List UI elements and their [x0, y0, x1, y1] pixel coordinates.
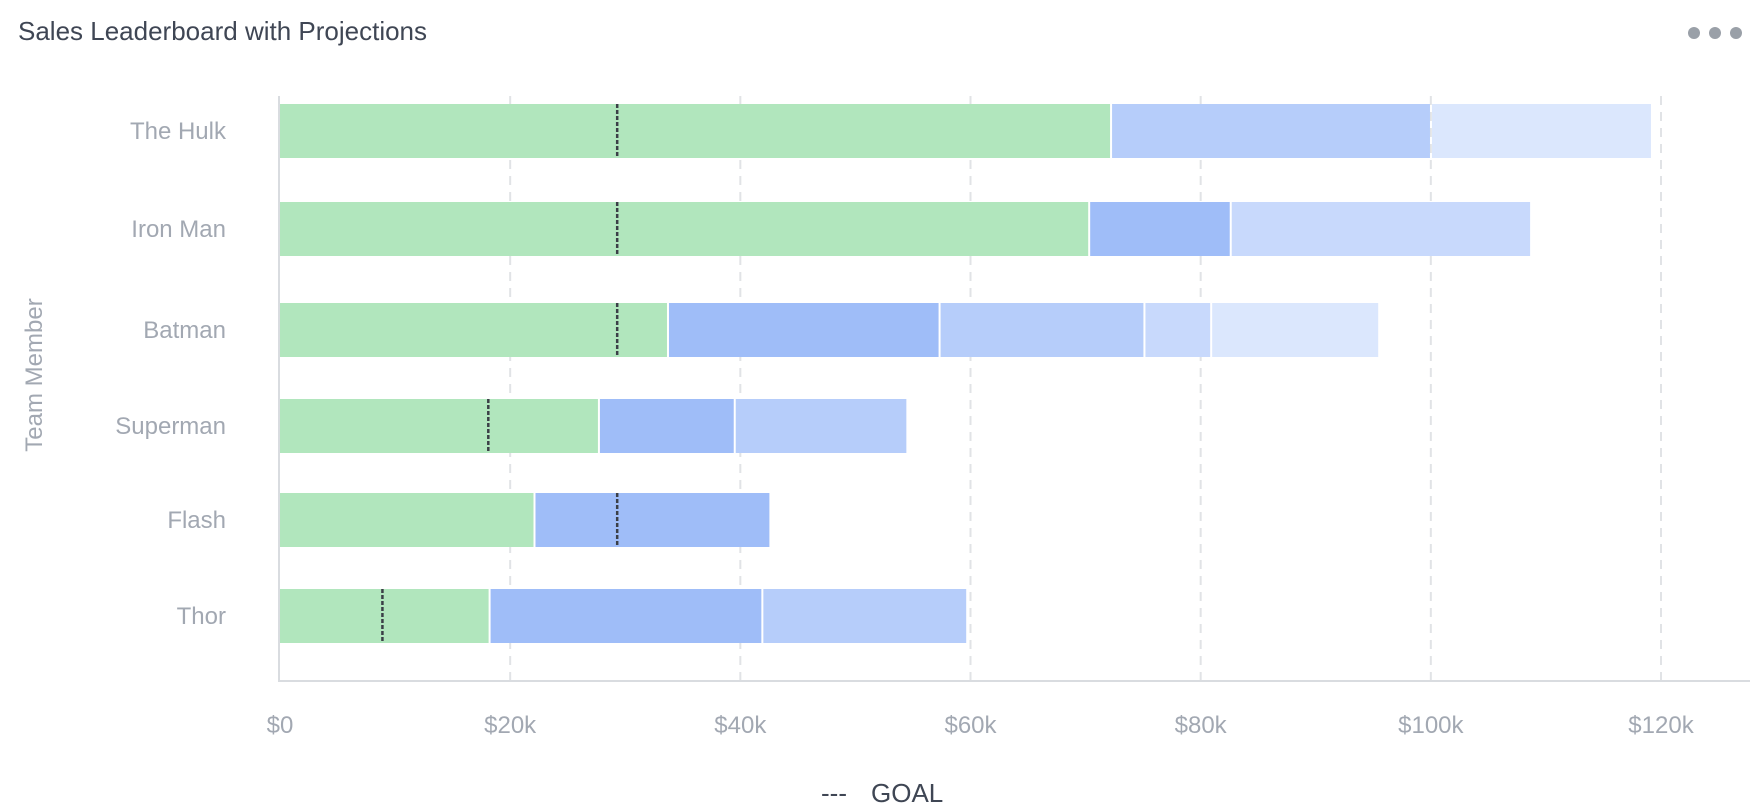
bar-segment-projection_4[interactable] — [1431, 104, 1651, 158]
bar-segment-actual[interactable] — [280, 493, 534, 547]
more-dots-icon — [1709, 27, 1721, 39]
y-tick-label: Thor — [177, 603, 226, 630]
bar-segment-actual[interactable] — [280, 399, 598, 453]
bar-segment-projection_3[interactable] — [1145, 303, 1211, 357]
bar-segment-projection_4[interactable] — [1212, 303, 1379, 357]
x-tick-label: $80k — [1175, 712, 1228, 739]
x-tick-label: $120k — [1628, 712, 1694, 739]
bar-segment-projection_3[interactable] — [1231, 202, 1531, 256]
y-axis-title: Team Member — [21, 298, 48, 451]
y-tick-label: Batman — [143, 317, 226, 344]
bar-segment-actual[interactable] — [280, 104, 1111, 158]
more-dots-icon — [1730, 27, 1742, 39]
x-tick-label: $100k — [1398, 712, 1464, 739]
y-tick-label: The Hulk — [130, 118, 227, 145]
bar-segment-actual[interactable] — [280, 202, 1089, 256]
bar-segment-projection_2[interactable] — [940, 303, 1144, 357]
x-tick-label: $40k — [714, 712, 767, 739]
legend-goal-label: GOAL — [871, 778, 943, 808]
bar-segment-projection_1[interactable] — [599, 399, 734, 453]
bar-segment-projection_1[interactable] — [535, 493, 770, 547]
y-tick-label: Superman — [115, 413, 226, 440]
bar-segment-projection_2[interactable] — [735, 399, 907, 453]
x-tick-label: $60k — [944, 712, 997, 739]
y-tick-label: Iron Man — [131, 216, 226, 243]
y-tick-label: Flash — [167, 507, 226, 534]
bar-segment-projection_1[interactable] — [668, 303, 939, 357]
legend-goal-symbol: --- — [821, 778, 847, 808]
bar-segment-actual[interactable] — [280, 589, 489, 643]
bar-segment-projection_1[interactable] — [1090, 202, 1230, 256]
widget-title: Sales Leaderboard with Projections — [18, 16, 428, 46]
x-tick-label: $20k — [484, 712, 537, 739]
bar-segment-projection_2[interactable] — [1112, 104, 1430, 158]
bar-segment-actual[interactable] — [280, 303, 667, 357]
more-dots-icon — [1688, 27, 1700, 39]
bar-segment-projection_2[interactable] — [763, 589, 967, 643]
x-tick-label: $0 — [267, 712, 294, 739]
more-options-button[interactable] — [1682, 18, 1748, 48]
bar-segment-projection_1[interactable] — [490, 589, 762, 643]
